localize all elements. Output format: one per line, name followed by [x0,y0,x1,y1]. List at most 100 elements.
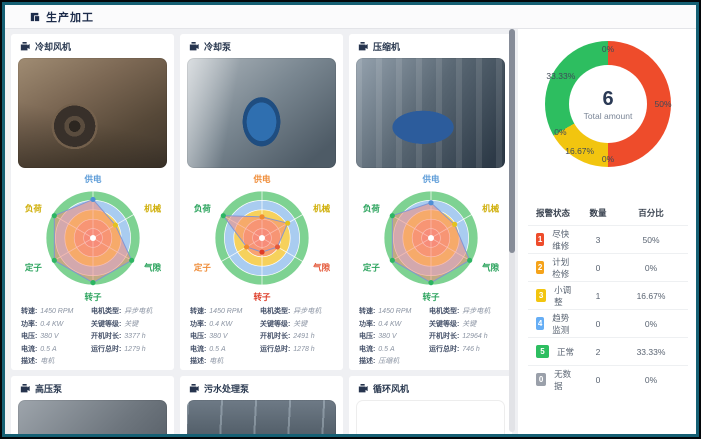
motor-icon [189,383,199,394]
radar-axis-label: 气隙 [143,263,162,273]
stat-line: 描述: 压缩机 [359,358,400,365]
stat-label: 电机类型 [91,308,119,315]
stat-value: 12964 h [462,333,488,340]
equipment-card[interactable]: 压缩机 供电 机械 气隙 转子 定子 负荷 转速: 1450 RPM 功率: 0.4 KW 电… [349,34,512,370]
equipment-photo [187,58,336,168]
stat-label: 转速 [21,308,35,315]
stat-line: 运行总时: 1279 h [91,345,146,353]
stat-value: 关键 [462,320,477,328]
health-radar-chart: 供电 机械 气隙 转子 定子 负荷 [180,169,343,303]
equipment-photo [18,58,167,168]
stat-line: 描述: 电机 [190,358,224,365]
stat-label: 运行总时 [429,345,457,353]
status-count: 1 [595,290,601,301]
status-badge: 5 [536,345,549,358]
stat-line: 电流: 0.5 A [359,345,395,353]
equipment-card[interactable]: 循环风机 [349,376,512,434]
stat-value: 异步电机 [293,308,322,315]
equipment-card[interactable]: 冷却风机 供电 机械 气隙 转子 定子 负荷 转速: 1450 RPM 功率: 0.4 KW… [11,34,174,370]
stat-value: 0.5 A [378,345,395,353]
motor-icon [189,41,199,52]
stat-label: 电流 [190,345,204,353]
radar-axis-label: 供电 [252,174,271,184]
stat-value: 异步电机 [124,308,153,315]
stat-value: 异步电机 [462,308,491,315]
stat-line: 开机时长: 12964 h [429,333,488,340]
stat-line: 电压: 380 V [359,333,397,340]
stats-right-column: 电机类型: 异步电机 关键等级: 关键 开机时长: 2491 h 运行总时: 1278… [260,306,333,369]
alarm-status-row[interactable]: 2 计划检修 0 0% [528,253,688,281]
alarm-status-row[interactable]: 0 无数据 0 0% [528,365,688,393]
page-header: 生产加工 [5,5,696,29]
stat-value: 2491 h [293,333,315,340]
equipment-photo [18,400,167,434]
donut-percentage-label: 0% [601,154,615,164]
stats-left-column: 转速: 1450 RPM 功率: 0.4 KW 电压: 380 V 电流: 0.5 A… [190,306,260,369]
stat-line: 功率: 0.4 KW [21,320,64,328]
status-percentage: 16.67% [636,290,666,301]
equipment-name: 高压泵 [35,384,63,394]
stat-line: 转速: 1450 RPM [21,308,74,315]
status-cell: 3 小调整 [536,284,574,308]
donut-total-value: 6 [602,87,614,110]
status-percentage: 50% [642,234,660,245]
card-header: 循环风机 [349,376,512,400]
stat-label: 转速 [359,308,373,315]
stat-label: 电压 [21,333,35,340]
radar-axis-label: 机械 [313,204,331,214]
header-status: 报警状态 [536,208,571,218]
stat-line: 电流: 0.5 A [190,345,226,353]
radar-axis-label: 负荷 [24,204,42,214]
stat-label: 功率 [190,320,204,328]
stat-value: 1278 h [293,345,315,353]
stats-left-column: 转速: 1450 RPM 功率: 0.4 KW 电压: 380 V 电流: 0.5 A… [359,306,429,369]
status-badge: 1 [536,233,545,246]
stat-value: 1450 RPM [40,308,74,315]
status-label: 无数据 [554,368,572,391]
radar-axis-label: 气隙 [481,263,500,273]
equipment-card[interactable]: 高压泵 [11,376,174,434]
stat-value: 380 V [378,333,397,340]
radar-axis-label: 定子 [23,263,42,273]
status-percentage: 0% [644,374,658,385]
stat-line: 电机类型: 异步电机 [260,308,322,315]
equipment-card[interactable]: 污水处理泵 [180,376,343,434]
stats-right-column: 电机类型: 异步电机 关键等级: 关键 开机时长: 12964 h 运行总时: 746… [429,306,502,369]
equipment-stats: 转速: 1450 RPM 功率: 0.4 KW 电压: 380 V 电流: 0.5 A… [180,303,343,370]
cards-scrollbar[interactable] [509,29,515,432]
status-count: 0 [595,374,601,385]
stat-value: 0.4 KW [378,320,402,328]
stats-right-column: 电机类型: 异步电机 关键等级: 关键 开机时长: 3377 h 运行总时: 1279… [91,306,164,369]
stat-label: 描述 [190,358,204,365]
alarm-status-table: 报警状态 数量 百分比 1 尽快维修 3 50% 2 计划检修 0 0% 3 小… [528,201,688,393]
status-percentage: 0% [644,318,658,329]
radar-axis-label: 供电 [421,174,440,184]
stat-value: 380 V [40,333,59,340]
scrollbar-thumb[interactable] [509,29,515,253]
stat-value: 电机 [40,358,55,365]
health-radar-chart: 供电 机械 气隙 转子 定子 负荷 [11,169,174,303]
alarm-status-row[interactable]: 3 小调整 1 16.67% [528,281,688,309]
motor-icon [20,41,30,52]
status-badge: 0 [536,373,547,386]
alarm-status-row[interactable]: 5 正常 2 33.33% [528,337,688,365]
stat-line: 运行总时: 1278 h [260,345,315,353]
stat-line: 转速: 1450 RPM [190,308,243,315]
stat-value: 0.4 KW [40,320,64,328]
alarm-status-row[interactable]: 4 趋势监测 0 0% [528,309,688,337]
stat-label: 功率 [359,320,373,328]
stat-label: 关键等级 [260,320,288,328]
stats-left-column: 转速: 1450 RPM 功率: 0.4 KW 电压: 380 V 电流: 0.5 A… [21,306,91,369]
status-percentage: 33.33% [636,346,666,357]
equipment-card[interactable]: 冷却泵 供电 机械 气隙 转子 定子 负荷 转速: 1450 RPM 功率: 0.4 KW 电… [180,34,343,370]
stat-label: 电压 [359,333,373,340]
donut-center: 6 Total amount [569,65,647,143]
stat-line: 功率: 0.4 KW [359,320,402,328]
status-count: 0 [595,262,601,273]
equipment-name: 冷却风机 [35,42,72,52]
status-cell: 4 趋势监测 [536,312,574,336]
radar-axis-label: 机械 [144,204,162,214]
alarm-status-row[interactable]: 1 尽快维修 3 50% [528,225,688,253]
stat-value: 关键 [293,320,308,328]
